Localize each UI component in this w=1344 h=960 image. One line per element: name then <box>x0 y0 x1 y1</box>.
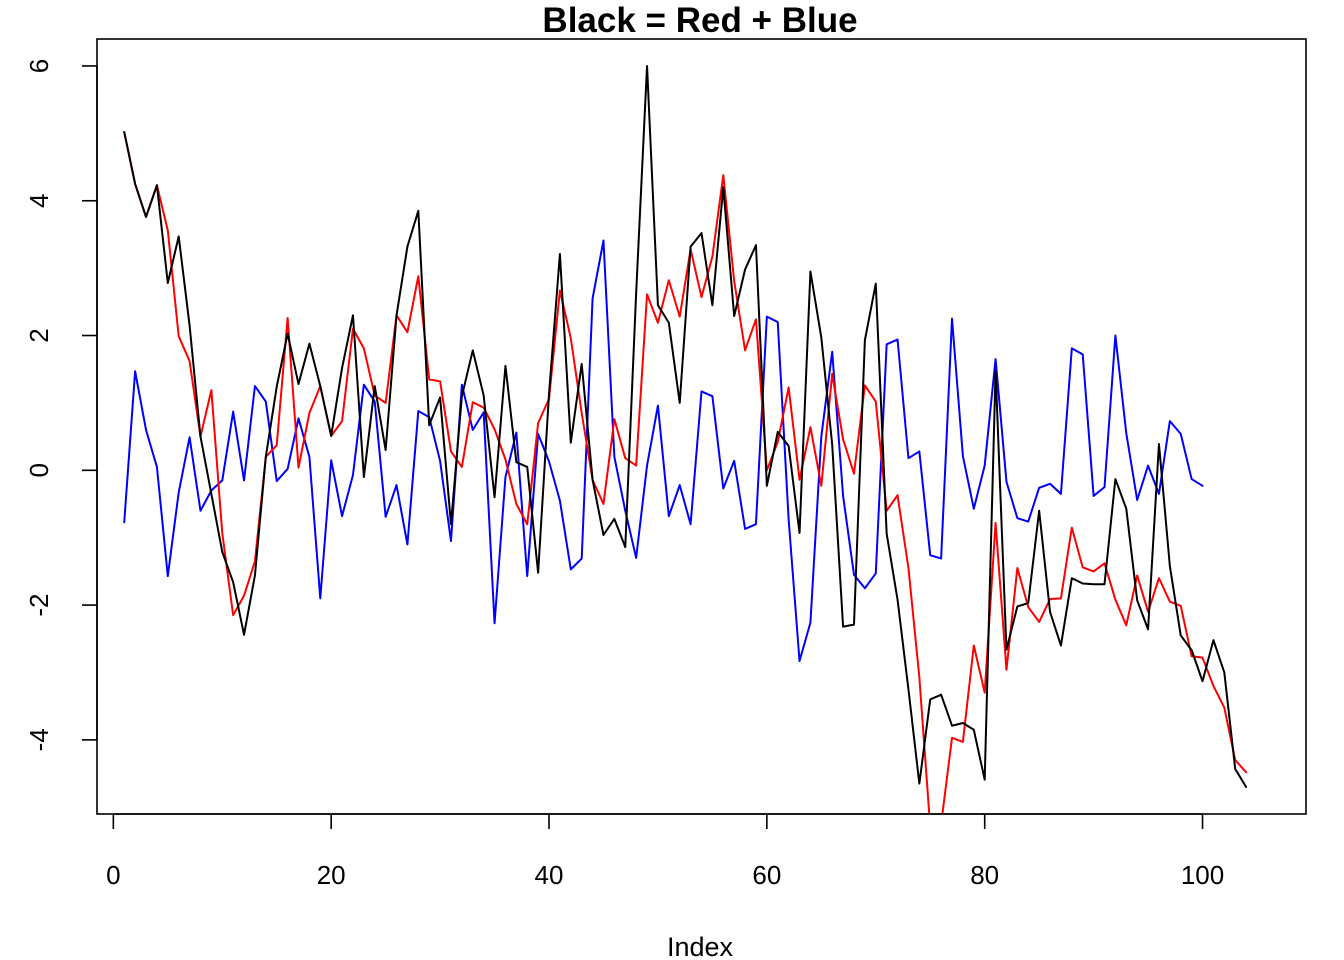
y-tick-label: 0 <box>24 463 54 477</box>
x-axis-label: Index <box>667 932 734 960</box>
series-layer <box>123 64 1248 814</box>
y-tick-label: -2 <box>24 594 54 617</box>
x-tick-label: 80 <box>970 860 999 890</box>
series-line-3 <box>123 64 1248 789</box>
y-tick-label: -4 <box>24 728 54 751</box>
x-tick-label: 60 <box>752 860 781 890</box>
chart-title: Black = Red + Blue <box>542 1 857 40</box>
y-tick-label: 2 <box>24 328 54 342</box>
y-tick-label: 4 <box>24 194 54 208</box>
x-tick-label: 100 <box>1181 860 1224 890</box>
x-tick-label: 0 <box>106 860 120 890</box>
series-line-2 <box>123 131 1248 814</box>
y-axis: -4 -2 0 2 4 6 <box>24 59 98 751</box>
x-tick-label: 20 <box>317 860 346 890</box>
y-tick-label: 6 <box>24 59 54 73</box>
x-tick-label: 40 <box>535 860 564 890</box>
x-axis: 0 20 40 60 80 100 <box>106 813 1224 890</box>
